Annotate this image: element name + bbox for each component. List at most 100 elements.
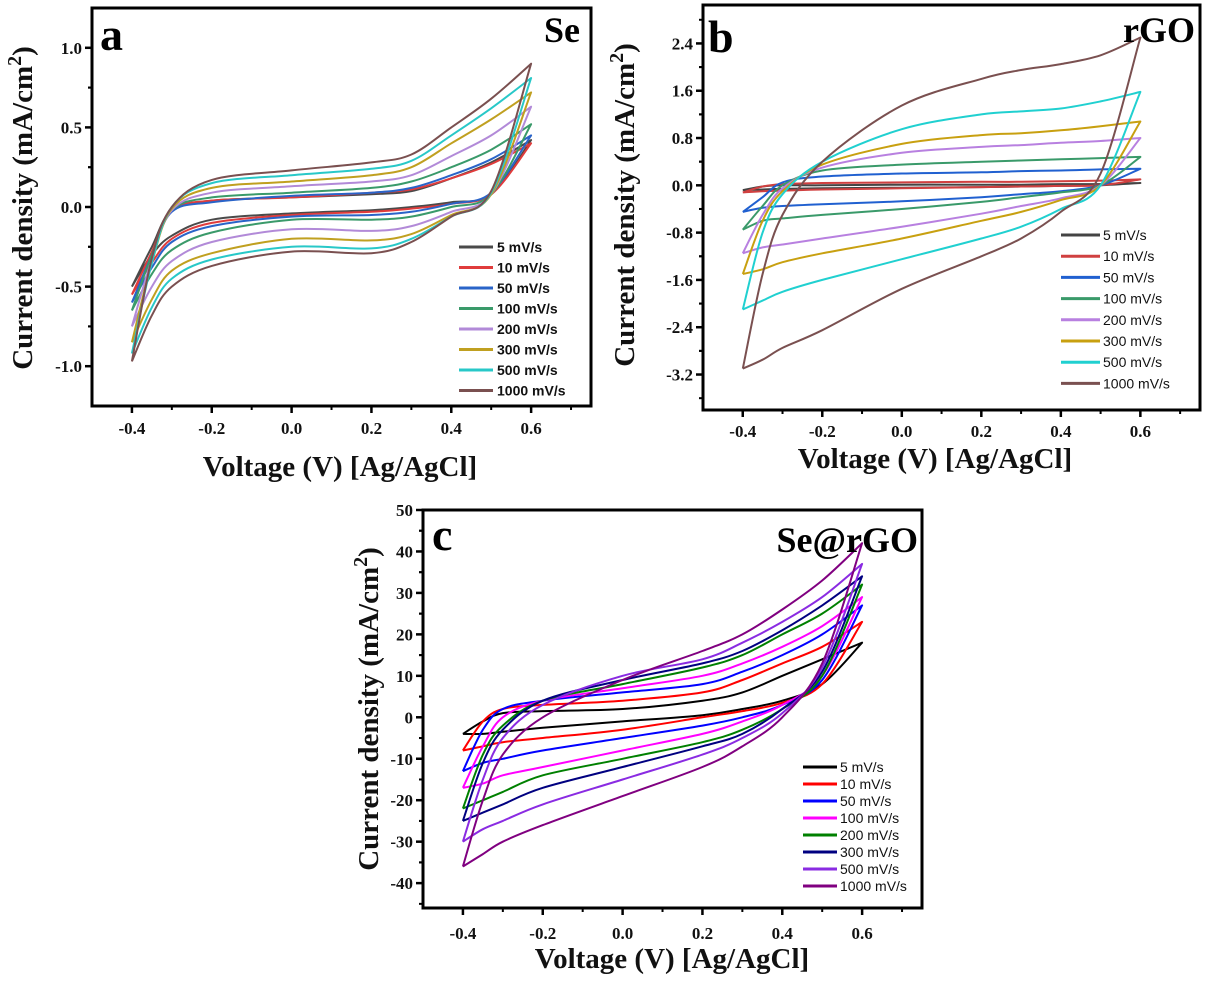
y-axis-title-end: ) — [7, 46, 39, 56]
x-axis-title: Voltage (V) [Ag/AgCl] — [798, 443, 1072, 475]
x-tick-label: -0.4 — [449, 924, 476, 943]
cv-curve-50mvs — [461, 604, 864, 773]
legend-label: 200 mV/s — [497, 321, 558, 337]
panel-letter: c — [432, 509, 452, 560]
x-tick-label: 0.0 — [281, 419, 302, 438]
x-tick-label: 0.4 — [1050, 422, 1072, 441]
x-tick-label: 0.4 — [772, 924, 794, 943]
y-tick-label: -40 — [390, 874, 413, 893]
cv-curve-1000mvs — [461, 542, 864, 868]
legend-item: 100 mV/s — [803, 810, 899, 826]
y-axis-title-superscript: 2 — [350, 557, 372, 567]
legend-item: 300 mV/s — [459, 342, 558, 358]
y-tick-label: 0 — [405, 708, 414, 727]
y-axis-title-end: ) — [353, 547, 385, 557]
cv-curve-50mvs — [130, 134, 533, 303]
y-tick-label: -3.2 — [666, 366, 693, 385]
x-tick-label: -0.2 — [529, 924, 556, 943]
legend-item: 50 mV/s — [803, 793, 891, 809]
y-axis-title-main: Current density (mA/cm — [7, 66, 39, 370]
y-tick-label: 10 — [396, 667, 413, 686]
x-tick-label: 0.0 — [891, 422, 912, 441]
y-tick-label: 20 — [396, 625, 413, 644]
y-tick-label: 0.8 — [672, 129, 693, 148]
legend-label: 1000 mV/s — [840, 878, 907, 894]
legend-label: 5 mV/s — [1103, 227, 1147, 243]
y-tick-label: -1.6 — [666, 271, 693, 290]
legend-item: 5 mV/s — [1061, 227, 1147, 243]
legend-item: 500 mV/s — [459, 362, 558, 378]
legend-item: 100 mV/s — [1061, 291, 1162, 307]
legend-label: 5 mV/s — [840, 759, 884, 775]
cv-curve-300mvs — [130, 91, 533, 343]
cv-curve-1000mvs — [741, 36, 1142, 370]
legend-item: 50 mV/s — [459, 280, 550, 296]
legend-label: 10 mV/s — [840, 776, 891, 792]
legend-label: 300 mV/s — [497, 342, 558, 358]
legend-label: 500 mV/s — [840, 861, 899, 877]
y-axis-title: Current density (mA/cm2) — [350, 547, 385, 871]
x-tick-label: -0.2 — [198, 419, 225, 438]
y-axis-title: Current density (mA/cm2) — [4, 46, 39, 370]
series-group — [130, 62, 533, 362]
cv-curve-200mvs — [130, 105, 533, 327]
legend-label: 100 mV/s — [497, 301, 558, 317]
y-tick-label: -2.4 — [666, 318, 693, 337]
legend: 5 mV/s 10 mV/s 50 mV/s 100 mV/s 200 mV/s 300 … — [459, 239, 566, 399]
legend-item: 300 mV/s — [803, 844, 899, 860]
panel-title: rGO — [1123, 10, 1195, 50]
plot-frame — [421, 508, 924, 910]
legend-label: 10 mV/s — [497, 260, 550, 276]
plot-frame — [701, 3, 1202, 412]
x-tick-label: -0.4 — [729, 422, 756, 441]
y-tick-label: -1.0 — [55, 357, 82, 376]
legend-item: 200 mV/s — [803, 827, 899, 843]
y-tick-label: -0.5 — [55, 278, 82, 297]
cv-curve-10mvs — [742, 178, 1142, 194]
cv-curve-100mvs — [130, 123, 533, 311]
x-tick-label: -0.4 — [118, 419, 145, 438]
legend-item: 200 mV/s — [1061, 312, 1162, 328]
legend-label: 300 mV/s — [840, 844, 899, 860]
cv-curve-500mvs — [130, 77, 533, 354]
y-tick-label: 40 — [396, 542, 413, 561]
x-tick-label: 0.6 — [1130, 422, 1151, 441]
panel-a: -0.4 -0.2 0.0 0.2 0.4 0.6 -1.0 -0.5 0.0 0.5 1.0 Vol… — [4, 6, 593, 483]
y-tick-label: -0.8 — [666, 224, 693, 243]
legend-label: 50 mV/s — [497, 280, 550, 296]
x-tick-label: 0.6 — [851, 924, 872, 943]
cv-curve-5mvs — [742, 182, 1142, 192]
legend-item: 10 mV/s — [1061, 248, 1154, 264]
legend-label: 50 mV/s — [1103, 269, 1154, 285]
series-group — [741, 36, 1142, 370]
y-axis-title-main: Current density (mA/cm — [353, 567, 385, 871]
panel-c: -0.4 -0.2 0.0 0.2 0.4 0.6 -40 -30 -20 -10 0 10 20 30 4… — [350, 501, 924, 975]
panel-title: Se@rGO — [777, 520, 918, 560]
y-axis-title-superscript: 2 — [4, 56, 26, 66]
legend-item: 100 mV/s — [459, 301, 558, 317]
x-axis-title: Voltage (V) [Ag/AgCl] — [203, 451, 477, 483]
legend-item: 200 mV/s — [459, 321, 558, 337]
legend-label: 10 mV/s — [1103, 248, 1154, 264]
legend-item: 5 mV/s — [803, 759, 884, 775]
cv-curve-100mvs — [742, 155, 1142, 231]
cv-curve-300mvs — [461, 575, 864, 822]
y-tick-label: -20 — [390, 791, 413, 810]
x-tick-label: 0.2 — [692, 924, 713, 943]
cv-curve-10mvs — [130, 142, 533, 296]
x-tick-label: 0.6 — [520, 419, 541, 438]
legend-label: 200 mV/s — [1103, 312, 1162, 328]
legend-label: 5 mV/s — [497, 239, 542, 255]
legend-label: 500 mV/s — [497, 362, 558, 378]
cv-curve-500mvs — [461, 562, 864, 843]
legend-item: 500 mV/s — [803, 861, 899, 877]
y-tick-label: -10 — [390, 750, 413, 769]
y-axis-title-superscript: 2 — [606, 53, 628, 63]
panel-letter: b — [708, 11, 734, 62]
y-tick-label: 0.5 — [61, 118, 82, 137]
legend-label: 1000 mV/s — [1103, 375, 1170, 391]
legend-item: 5 mV/s — [459, 239, 542, 255]
x-tick-label: 0.4 — [441, 419, 463, 438]
cv-curve-50mvs — [742, 167, 1142, 213]
